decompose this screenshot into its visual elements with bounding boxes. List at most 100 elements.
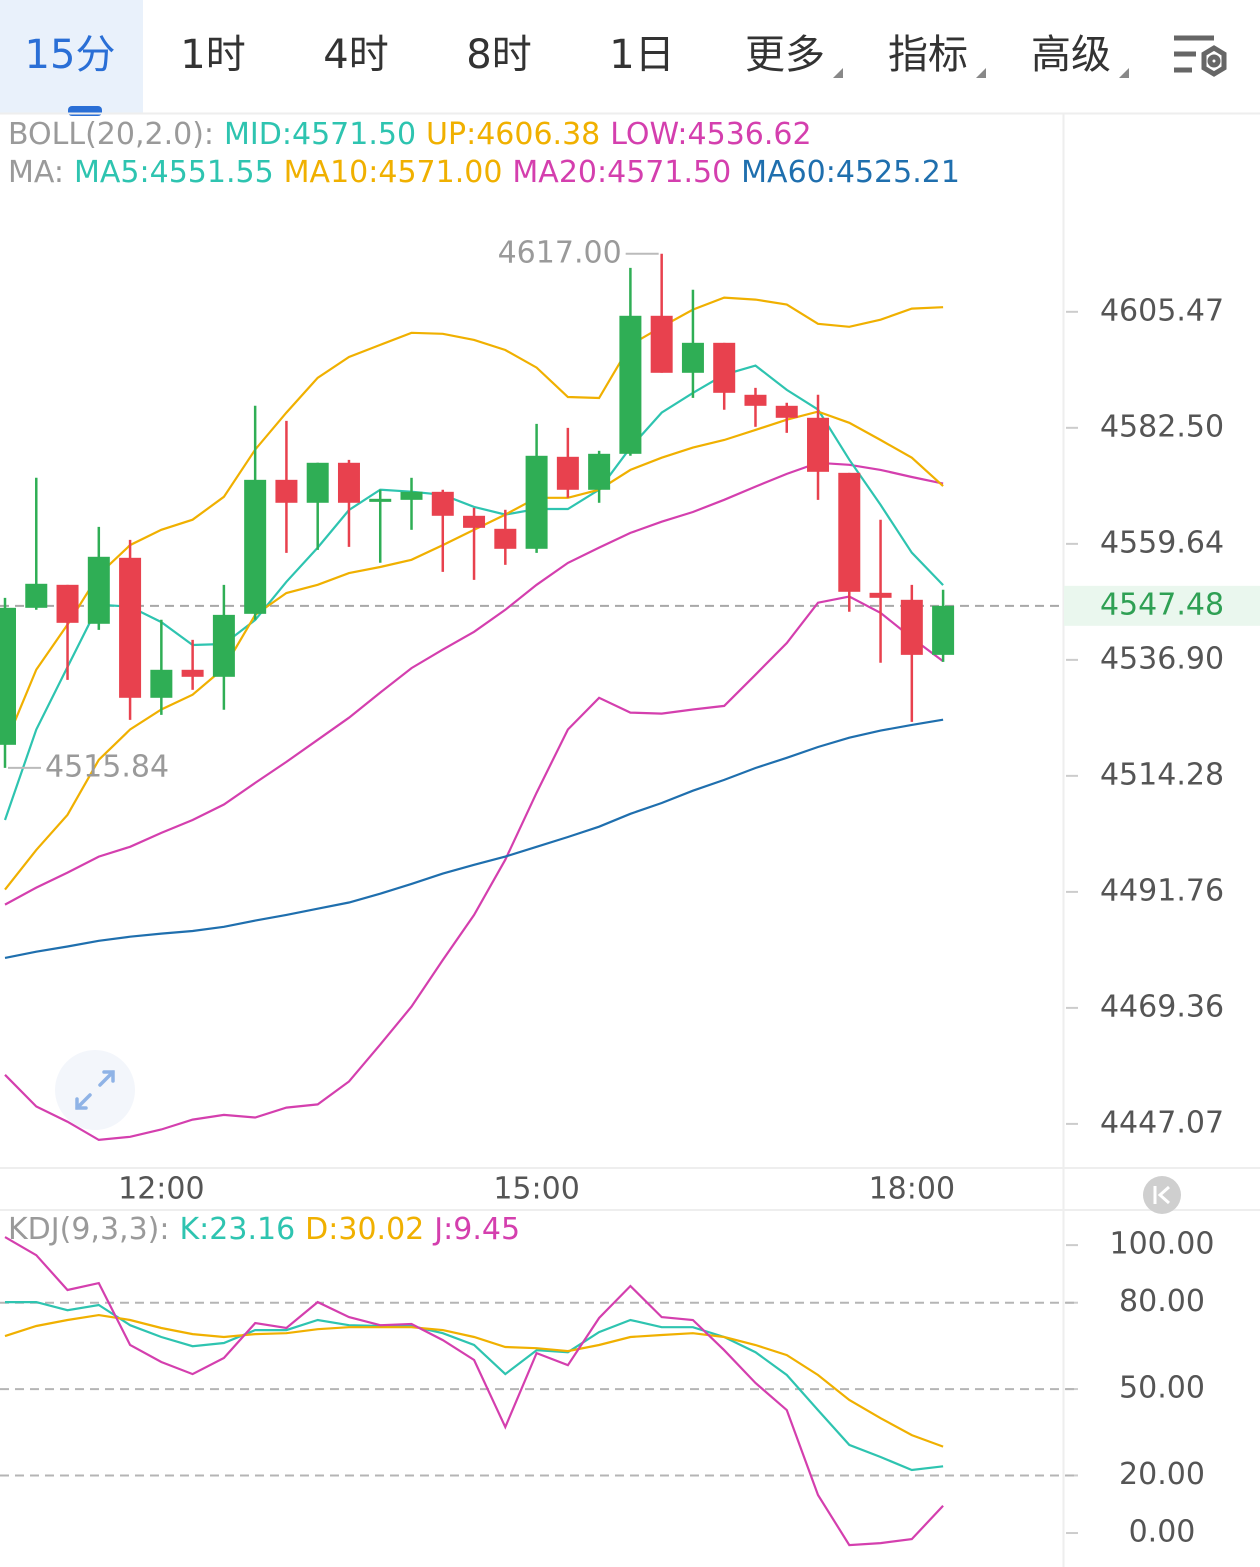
legend-name: K: bbox=[179, 1212, 209, 1247]
candle-body bbox=[869, 592, 892, 598]
legend-name: D: bbox=[305, 1212, 338, 1247]
current-price-bg bbox=[1064, 585, 1260, 626]
legend-row: KDJ(9,3,3): K:23.16 D:30.02 J:9.45 bbox=[8, 1212, 520, 1247]
legend-value: 4571.00 bbox=[378, 155, 502, 190]
legend-name: MA60: bbox=[741, 155, 836, 190]
tab[interactable]: 4时 bbox=[323, 32, 388, 78]
x-tick-label: 18:00 bbox=[869, 1172, 955, 1207]
low-label: 4515.84 bbox=[45, 749, 169, 784]
icon-hex bbox=[1201, 45, 1227, 77]
indicator-line bbox=[4, 595, 944, 1142]
legend-value: 4571.50 bbox=[607, 155, 731, 190]
tab[interactable]: 8时 bbox=[466, 32, 531, 78]
candle-body bbox=[119, 557, 142, 698]
tab-label: 15分 bbox=[25, 32, 116, 78]
tab-label: 4时 bbox=[323, 32, 388, 78]
tab-label: 更多 bbox=[745, 32, 825, 78]
candle-body bbox=[681, 342, 704, 373]
legend-title: MA: bbox=[8, 155, 64, 190]
legend-value: 4551.55 bbox=[150, 155, 274, 190]
candle-body bbox=[400, 491, 423, 500]
expand-bg bbox=[55, 1050, 135, 1130]
indicator-line bbox=[4, 461, 944, 906]
candle-body bbox=[431, 491, 454, 516]
y-tick-label: 4469.36 bbox=[1100, 989, 1224, 1024]
y-tick-label: 4514.28 bbox=[1100, 757, 1224, 792]
candle-body bbox=[588, 453, 611, 490]
legend-name: UP: bbox=[426, 117, 476, 152]
legend-name: MA20: bbox=[512, 155, 607, 190]
candle-body bbox=[87, 556, 110, 624]
reset-button[interactable] bbox=[1143, 1176, 1181, 1214]
current-price-label: 4547.48 bbox=[1100, 587, 1224, 622]
dropdown-caret bbox=[833, 68, 843, 78]
candle-body bbox=[150, 669, 173, 698]
expand-arrows bbox=[75, 1070, 115, 1110]
dropdown-caret bbox=[976, 68, 986, 78]
candle-body bbox=[525, 455, 548, 549]
y-tick-label: 4491.76 bbox=[1100, 873, 1224, 908]
tab[interactable]: 更多 bbox=[745, 32, 843, 78]
legend-value: 23.16 bbox=[209, 1212, 295, 1247]
legend-value: 4536.62 bbox=[688, 117, 812, 152]
candle-body bbox=[713, 342, 736, 393]
legend-value: 4525.21 bbox=[836, 155, 960, 190]
tab-label: 8时 bbox=[466, 32, 531, 78]
y-tick-label: 4536.90 bbox=[1100, 641, 1224, 676]
y-tick-label: 20.00 bbox=[1119, 1457, 1205, 1492]
y-tick-label: 0.00 bbox=[1129, 1515, 1196, 1550]
indicator-line bbox=[5, 1301, 944, 1472]
candle-body bbox=[212, 614, 235, 677]
legend-title: BOLL(20,2.0): bbox=[8, 117, 214, 152]
reset-glyph bbox=[1153, 1185, 1170, 1205]
legend-value: 4606.38 bbox=[476, 117, 600, 152]
x-tick-label: 15:00 bbox=[493, 1172, 579, 1207]
tab[interactable]: 15分 bbox=[0, 0, 143, 116]
high-label: 4617.00 bbox=[498, 235, 622, 270]
candle-body bbox=[463, 515, 486, 528]
tab[interactable]: 1日 bbox=[609, 32, 674, 78]
legend-name: MA10: bbox=[284, 155, 379, 190]
tab-label: 指标 bbox=[888, 32, 968, 78]
candle-body bbox=[306, 462, 329, 503]
settings-icon[interactable] bbox=[1174, 35, 1227, 77]
dropdown-caret bbox=[1119, 68, 1129, 78]
legend-row: BOLL(20,2.0): MID:4571.50 UP:4606.38 LOW:45… bbox=[8, 117, 812, 152]
candle-body bbox=[275, 479, 298, 503]
y-tick-label: 4605.47 bbox=[1100, 293, 1224, 328]
candle-body bbox=[838, 472, 861, 592]
x-tick-label: 12:00 bbox=[118, 1172, 204, 1207]
indicator-line bbox=[3, 296, 944, 746]
legend-value: 4571.50 bbox=[292, 117, 416, 152]
legend-name: MA5: bbox=[74, 155, 150, 190]
tab[interactable]: 高级 bbox=[1031, 32, 1129, 78]
candle-body bbox=[932, 605, 955, 655]
candle-body bbox=[744, 394, 767, 406]
candle-body bbox=[56, 584, 79, 623]
price-chart: BOLL(20,2.0): MID:4571.50 UP:4606.38 LOW:45… bbox=[0, 117, 1260, 1207]
legend-value: 30.02 bbox=[338, 1212, 424, 1247]
indicator-line bbox=[4, 1313, 944, 1448]
candle-body bbox=[900, 599, 923, 655]
legend-name: MID: bbox=[224, 117, 292, 152]
candle-body bbox=[337, 462, 360, 503]
y-tick-label: 80.00 bbox=[1119, 1284, 1205, 1319]
legend-name: LOW: bbox=[610, 117, 687, 152]
tab[interactable]: 1时 bbox=[180, 32, 245, 78]
candle-body bbox=[619, 315, 642, 454]
kdj-chart: KDJ(9,3,3): K:23.16 D:30.02 J:9.45 100.00 80.… bbox=[0, 1212, 1214, 1550]
legend-name: J: bbox=[432, 1212, 453, 1247]
tab-active-bg bbox=[0, 0, 143, 113]
y-tick-label: 50.00 bbox=[1119, 1371, 1205, 1406]
tab-label: 1日 bbox=[609, 32, 674, 78]
legend-row: MA: MA5:4551.55 MA10:4571.00 MA20:4571.50 MA… bbox=[8, 155, 960, 190]
candle-body bbox=[556, 456, 579, 490]
y-tick-label: 4559.64 bbox=[1100, 525, 1224, 560]
candle-body bbox=[807, 417, 830, 472]
timeframe-tabs: 15分 1时 4时 8时 1日 更多 指标 高级 bbox=[0, 0, 1129, 116]
candle-body bbox=[244, 479, 267, 614]
expand-button[interactable] bbox=[55, 1050, 135, 1130]
tab[interactable]: 指标 bbox=[888, 32, 986, 78]
